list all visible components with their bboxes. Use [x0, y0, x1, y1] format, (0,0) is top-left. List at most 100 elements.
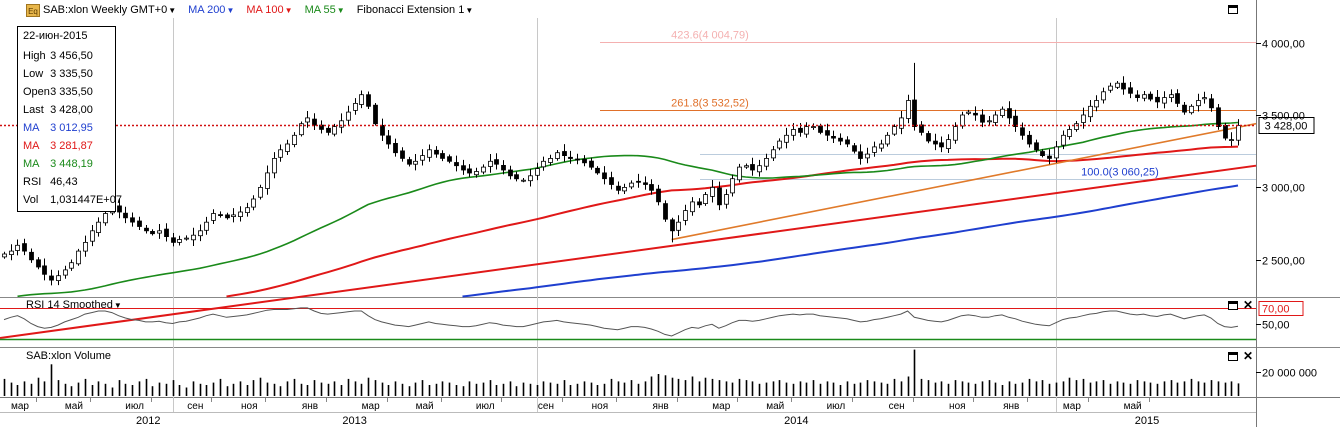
candle-body — [1209, 98, 1214, 109]
maximize-rsi-panel-icon[interactable] — [1228, 301, 1238, 310]
last-price-badge — [1258, 117, 1315, 134]
candle-body — [757, 165, 762, 173]
candle-body — [1121, 82, 1126, 90]
info-row-last: Last 3 428,00 — [23, 103, 93, 117]
info-row-volume: Vol 1,031447E+07 — [23, 193, 122, 207]
indicator-ma100[interactable]: MA 100▼ — [246, 4, 293, 16]
info-label: MA — [23, 122, 40, 134]
month-tick-label: мар — [1063, 401, 1081, 412]
year-tick-label: 2014 — [784, 415, 808, 427]
candle-body — [535, 168, 540, 176]
time-axis: мар май июл сен ноя янв мар май июл сен ноя янв мар м… — [11, 398, 1159, 427]
month-tick-label: сен — [187, 401, 203, 412]
indicator-ma55[interactable]: MA 55▼ — [304, 4, 345, 16]
rsi-line — [3, 307, 1239, 337]
candle-body — [717, 187, 722, 206]
month-tick-label: май — [416, 401, 434, 412]
indicator-fibonacci[interactable]: Fibonacci Extension 1▼ — [356, 4, 474, 16]
indicator-ma200[interactable]: MA 200▼ — [188, 4, 235, 16]
candle-body — [724, 194, 729, 205]
info-label: High — [23, 50, 46, 62]
candle-body — [1148, 93, 1153, 100]
candle-body — [1223, 125, 1228, 139]
rsi-level-label: 70,00 — [1262, 304, 1290, 316]
ohlc-info-box: 22-июн-2015 High 3 456,50 Low 3 335,50 O… — [17, 26, 122, 212]
fibonacci-level-label: 423.6(4 004,79) — [671, 30, 749, 42]
info-row-rsi: RSI 46,43 — [23, 175, 78, 189]
candle-body — [407, 159, 412, 165]
candle-body — [353, 103, 358, 111]
candle-body — [171, 237, 176, 243]
candle-body — [521, 179, 526, 182]
info-row-high: High 3 456,50 — [23, 49, 93, 63]
symbol-selector[interactable]: SAB:xlon Weekly GMT+0▼ — [43, 4, 177, 16]
price-tick-label: 3 500,00 — [1262, 111, 1305, 123]
volume-tick-label: 20 000 000 — [1262, 368, 1317, 380]
candle-body — [1081, 114, 1086, 123]
year-tick-label: 2015 — [1135, 415, 1159, 427]
moving-average-line — [17, 121, 1239, 298]
close-rsi-panel-icon[interactable]: ✕ — [1243, 298, 1254, 312]
candle-body — [636, 180, 641, 183]
candle-body — [582, 158, 587, 164]
candle-body — [663, 203, 668, 220]
month-tick-label: янв — [652, 401, 668, 412]
candle-body — [393, 142, 398, 154]
candle-body — [1182, 104, 1187, 113]
candle-body — [555, 152, 560, 159]
candle-body — [548, 157, 553, 163]
candle-body — [946, 139, 951, 150]
candle-body — [123, 212, 128, 219]
candle-body — [150, 230, 155, 235]
candle-body — [474, 171, 479, 176]
candle-body — [83, 241, 88, 252]
month-tick-label: мар — [11, 401, 29, 412]
close-volume-panel-icon[interactable]: ✕ — [1243, 349, 1254, 363]
candle-body — [744, 165, 749, 168]
candle-body — [15, 244, 20, 251]
candle-body — [987, 120, 992, 123]
price-tick-label: 4 000,00 — [1262, 39, 1305, 51]
candle-body — [541, 160, 546, 168]
maximize-volume-panel-icon[interactable] — [1228, 352, 1238, 361]
candle-body — [265, 172, 270, 189]
red-trendline — [0, 164, 1257, 339]
candle-body — [434, 149, 439, 155]
info-value: 3 428,00 — [50, 104, 93, 116]
rsi-level-badge — [1258, 301, 1304, 316]
candle-body — [278, 149, 283, 158]
maximize-price-panel-icon[interactable] — [1228, 5, 1238, 14]
rsi-panel-title[interactable]: RSI 14 Smoothed▼ — [26, 299, 122, 311]
candle-body — [737, 166, 742, 181]
candle-body — [811, 126, 816, 128]
candle-body — [36, 259, 41, 268]
candle-body — [332, 126, 337, 135]
candle-body — [488, 160, 493, 167]
info-row-low: Low 3 335,50 — [23, 67, 93, 81]
candle-body — [413, 160, 418, 165]
month-tick-label: сен — [889, 401, 905, 412]
year-gridlines — [173, 18, 1057, 412]
candle-body — [899, 117, 904, 129]
candle-body — [730, 178, 735, 194]
candle-body — [589, 160, 594, 168]
candle-body — [906, 100, 911, 119]
candle-body — [420, 155, 425, 161]
candle-body — [454, 162, 459, 167]
candle-body — [1216, 107, 1221, 128]
month-tick-label: июл — [827, 401, 846, 412]
rsi-tick-label: 50,00 — [1262, 320, 1290, 332]
candle-body — [501, 164, 506, 171]
candle-body — [953, 126, 958, 141]
candle-body — [831, 135, 836, 139]
candle-body — [508, 169, 513, 177]
candle-body — [231, 214, 236, 217]
volume-panel-title: SAB:xlon Volume — [26, 350, 111, 362]
month-tick-label: июл — [125, 401, 144, 412]
candle-body — [750, 164, 755, 171]
year-tick-label: 2013 — [342, 415, 366, 427]
candle-body — [568, 156, 573, 159]
month-tick-label: сен — [538, 401, 554, 412]
candle-body — [804, 126, 809, 135]
